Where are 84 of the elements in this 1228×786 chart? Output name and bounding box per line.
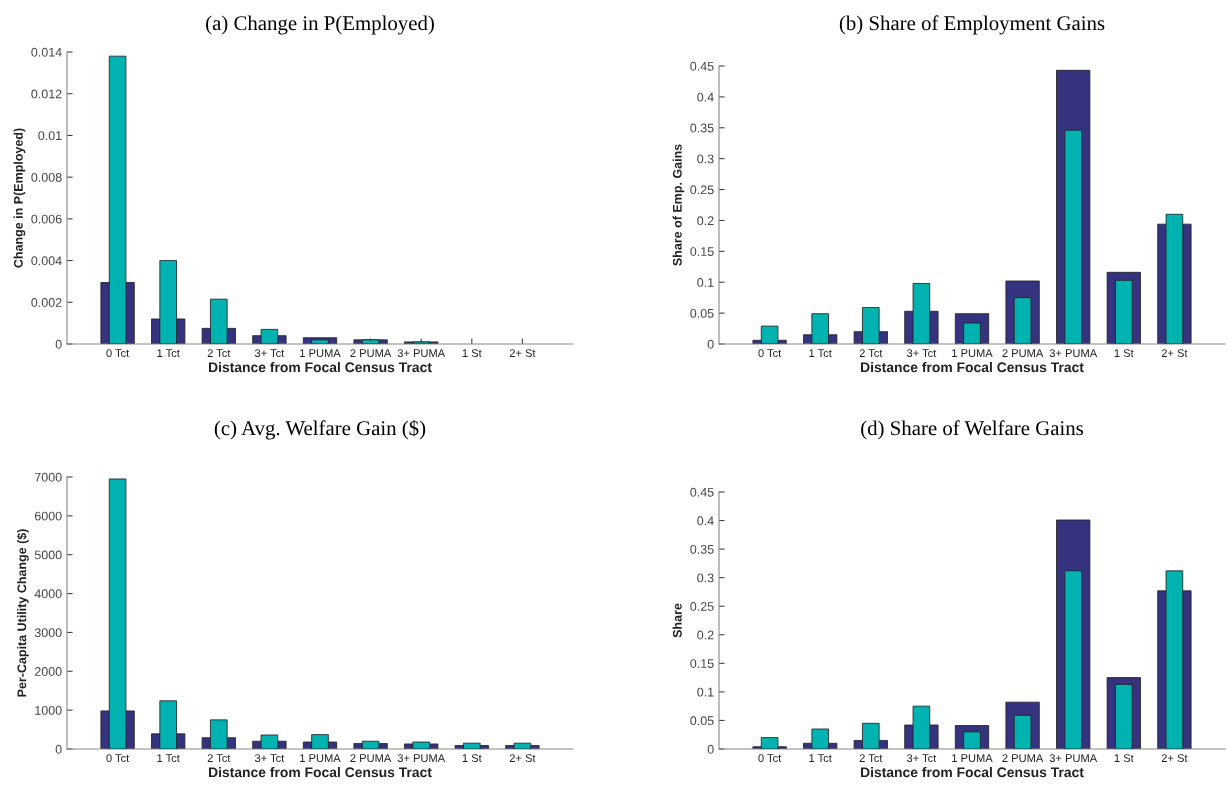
y-tick-label: 1000: [35, 705, 62, 715]
y-tick-label: 0.002: [31, 298, 62, 307]
x-tick-label: 3+ Tct: [906, 754, 937, 763]
y-tick-label: 0: [707, 744, 714, 754]
y-tick-label: 0.25: [690, 185, 714, 195]
x-tick-label: 2+ St: [509, 349, 536, 358]
y-tick-label: 6000: [34, 511, 62, 521]
y-tick-label: 0.15: [690, 247, 714, 256]
y-tick-label: 0.45: [690, 487, 714, 497]
y-tick-label: 0.05: [690, 308, 714, 318]
y-axis-title: Change in P(Employed): [13, 128, 26, 268]
y-axis-title: Share of Emp. Gains: [672, 144, 685, 266]
x-tick-label: 2 Tct: [859, 754, 883, 763]
y-tick-label: 0.3: [697, 154, 714, 164]
x-tick-label: 2 PUMA: [1002, 754, 1044, 763]
y-tick-label: 0.2: [697, 630, 714, 640]
x-tick-label: 2+ St: [1161, 349, 1188, 358]
x-tick-label: 1 PUMA: [300, 349, 341, 358]
y-tick-label: 0.45: [690, 61, 714, 71]
x-tick-label: 2 Tct: [207, 754, 231, 763]
y-tick-label: 0.35: [690, 544, 714, 554]
x-tick-label: 0 Tct: [758, 754, 782, 763]
x-tick-label: 0 Tct: [106, 349, 130, 358]
y-tick-label: 0.15: [690, 659, 714, 668]
x-tick-label: 1 Tct: [809, 754, 832, 763]
y-tick-label: 0.4: [697, 92, 714, 102]
y-tick-label: 0.25: [690, 602, 714, 611]
y-tick-label: 0.4: [697, 516, 714, 526]
x-tick-label: 1 St: [1114, 349, 1134, 358]
x-tick-label: 3+ Tct: [906, 349, 937, 358]
x-tick-label: 3+ Tct: [254, 349, 285, 358]
x-tick-label: 2+ St: [509, 754, 536, 763]
y-tick-label: 0.35: [690, 123, 714, 133]
y-tick-label: 0: [55, 744, 62, 754]
y-tick-label: 0.014: [31, 47, 62, 57]
chart-title: (c) Avg. Welfare Gain ($): [214, 419, 426, 440]
x-tick-label: 1 St: [462, 754, 482, 763]
y-tick-label: 7000: [34, 472, 62, 482]
y-tick-label: 0.1: [697, 278, 714, 287]
x-tick-label: 2+ St: [1161, 754, 1188, 763]
y-tick-label: 0.01: [38, 131, 62, 141]
x-tick-label: 2 Tct: [207, 349, 231, 358]
chart-title: (a) Change in P(Employed): [206, 15, 434, 35]
x-tick-label: 1 Tct: [157, 754, 180, 763]
x-tick-label: 1 PUMA: [300, 754, 341, 763]
x-tick-label: 2 PUMA: [350, 349, 392, 358]
x-axis-title: Distance from Focal Census Tract: [861, 767, 1084, 778]
x-axis-title: Distance from Focal Census Tract: [861, 362, 1084, 373]
y-tick-label: 0.3: [697, 573, 714, 583]
y-tick-label: 2000: [34, 667, 62, 676]
y-tick-label: 0.1: [697, 687, 714, 697]
x-tick-label: 1 PUMA: [952, 349, 993, 358]
y-tick-label: 0.008: [31, 172, 62, 182]
x-axis-title: Distance from Focal Census Tract: [209, 362, 432, 373]
x-tick-label: 1 Tct: [809, 349, 832, 358]
x-tick-label: 1 PUMA: [952, 754, 993, 763]
y-tick-label: 5000: [34, 550, 62, 560]
x-tick-label: 3+ PUMA: [397, 754, 446, 763]
y-axis-title: Per-Capita Utility Change ($): [16, 529, 29, 697]
y-tick-label: 0: [707, 339, 714, 349]
x-tick-label: 1 Tct: [157, 349, 180, 358]
x-tick-label: 3+ PUMA: [1049, 754, 1098, 763]
x-tick-label: 0 Tct: [106, 754, 130, 763]
x-tick-label: 3+ PUMA: [1049, 349, 1098, 358]
x-tick-label: 0 Tct: [758, 349, 782, 358]
x-tick-label: 3+ PUMA: [397, 349, 446, 358]
y-tick-label: 0.05: [690, 716, 714, 726]
x-tick-label: 2 PUMA: [350, 754, 392, 763]
y-tick-label: 0.004: [31, 256, 62, 266]
y-tick-label: 4000: [34, 589, 62, 599]
y-tick-label: 0.2: [697, 216, 714, 226]
x-tick-label: 1 St: [462, 349, 482, 358]
y-axis-title: Share: [672, 603, 682, 638]
y-tick-label: 3000: [34, 628, 62, 638]
y-tick-label: 0: [55, 339, 62, 349]
chart-title: (b) Share of Employment Gains: [839, 15, 1105, 35]
y-tick-label: 0.006: [31, 214, 62, 224]
x-tick-label: 2 PUMA: [1002, 349, 1044, 358]
x-axis-title: Distance from Focal Census Tract: [209, 767, 432, 778]
x-tick-label: 3+ Tct: [254, 754, 285, 763]
x-tick-label: 2 Tct: [859, 349, 883, 358]
chart-title: (d) Share of Welfare Gains: [861, 420, 1084, 440]
y-tick-label: 0.012: [31, 89, 62, 99]
x-tick-label: 1 St: [1114, 754, 1134, 763]
